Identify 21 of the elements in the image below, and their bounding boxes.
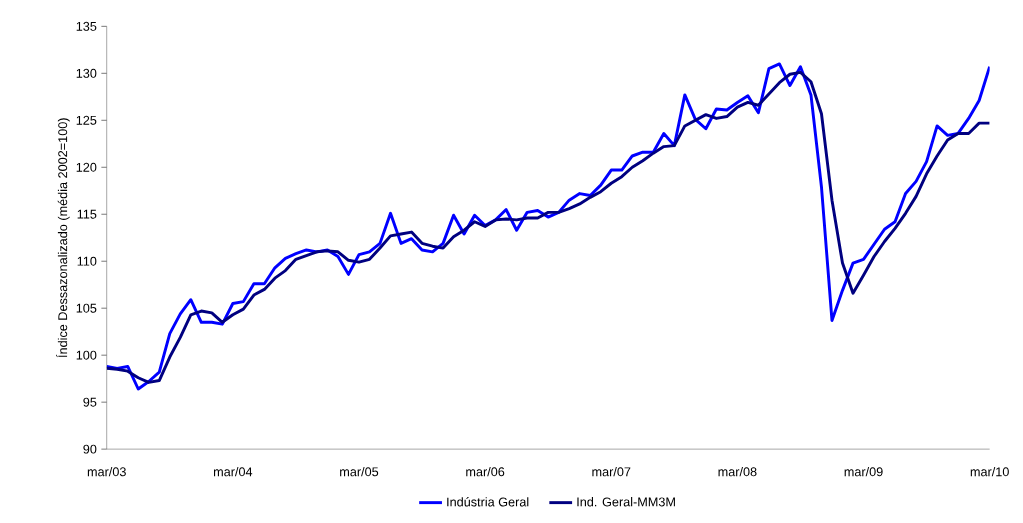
y-tick-label: 100	[76, 350, 97, 360]
legend-label: Ind. Geral-MM3M	[577, 497, 675, 507]
x-tick-label: mar/07	[592, 466, 631, 477]
y-tick-label: 120	[76, 162, 97, 172]
y-tick-label: 105	[76, 303, 97, 313]
y-tick-label: 90	[83, 444, 97, 454]
y-tick-label: 115	[77, 209, 97, 219]
y-tick-label: 95	[83, 397, 97, 407]
x-tick-label: mar/05	[340, 466, 379, 477]
x-tick-label: mar/06	[466, 466, 505, 477]
y-axis-title: Índice Dessazonalizado (média 2002=100)	[56, 118, 70, 358]
x-tick-label: mar/03	[87, 466, 126, 477]
y-tick-label: 130	[76, 68, 97, 78]
x-tick-label: mar/08	[718, 466, 757, 477]
y-tick-label: 135	[76, 21, 97, 31]
legend-label: Indústria Geral	[447, 496, 529, 507]
y-tick-label: 125	[76, 115, 97, 125]
x-tick-label: mar/10	[970, 466, 1009, 477]
x-tick-label: mar/09	[844, 466, 883, 477]
x-tick-label: mar/04	[213, 466, 253, 477]
y-tick-label: 110	[77, 256, 97, 266]
